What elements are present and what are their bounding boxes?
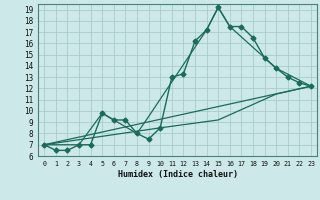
X-axis label: Humidex (Indice chaleur): Humidex (Indice chaleur): [118, 170, 238, 179]
